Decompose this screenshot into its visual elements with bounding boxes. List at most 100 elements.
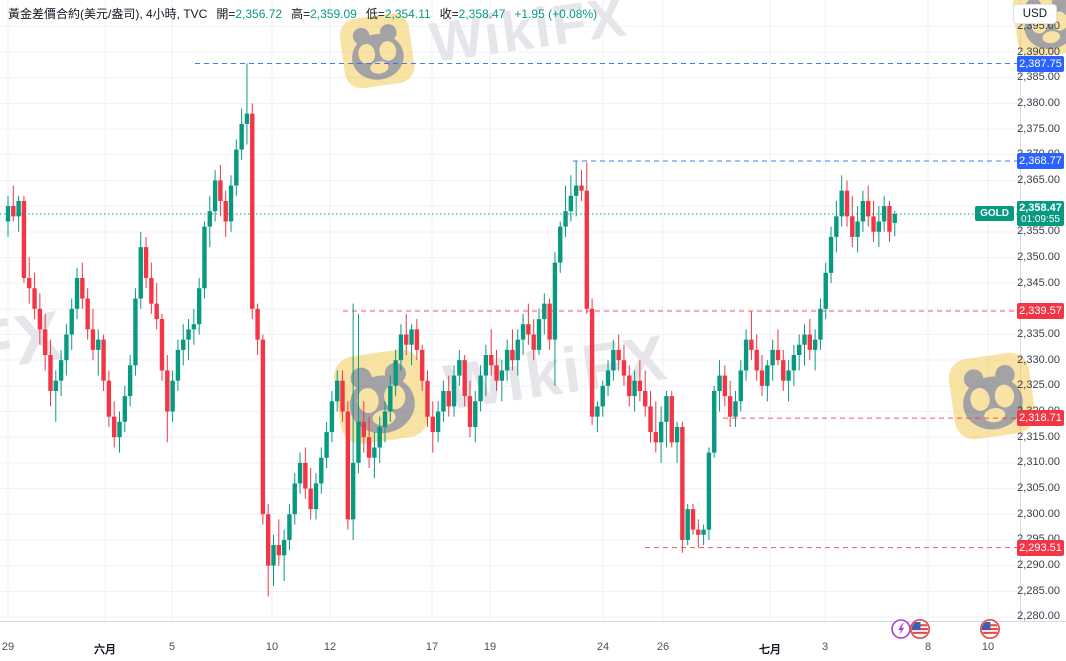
candle — [281, 539, 287, 556]
candle — [350, 462, 356, 520]
change-value: +1.95 (+0.08%) — [514, 7, 598, 21]
candle — [510, 349, 515, 361]
candle — [165, 370, 170, 412]
candle — [627, 375, 632, 397]
candle — [489, 355, 494, 366]
candle — [441, 390, 446, 412]
candle — [802, 334, 807, 345]
candle — [749, 339, 754, 350]
candle — [526, 324, 531, 335]
time-axis-label: 12 — [323, 641, 337, 653]
candle — [531, 334, 536, 350]
candles — [5, 63, 897, 597]
time-axis-label: 8 — [924, 641, 932, 653]
candle — [154, 303, 159, 320]
candle — [584, 190, 589, 309]
high-value: 高=2,359.09 — [291, 7, 357, 21]
candle — [48, 355, 53, 391]
candle — [478, 375, 483, 402]
candle — [175, 349, 181, 381]
price-axis-label: 2,305.00 — [1017, 482, 1060, 495]
open-value: 開=2,356.72 — [216, 7, 283, 21]
candle — [207, 211, 212, 227]
candle — [292, 483, 297, 515]
candle — [313, 483, 319, 510]
candle — [701, 529, 706, 535]
candle — [876, 221, 882, 232]
candle — [329, 401, 335, 433]
candle — [287, 514, 292, 540]
currency-button[interactable]: USD — [1012, 4, 1057, 24]
candle — [425, 380, 430, 417]
candle — [430, 416, 435, 433]
economic-event-lightning-icon[interactable] — [890, 618, 912, 640]
time-axis-label: 29 — [1, 641, 15, 653]
time-axis-label: 17 — [425, 641, 439, 653]
candle — [276, 545, 282, 556]
candle — [680, 426, 685, 540]
price-axis-label: 2,290.00 — [1017, 559, 1060, 572]
candle — [589, 308, 595, 417]
candle — [223, 200, 228, 222]
candle — [11, 206, 16, 217]
candle — [58, 360, 64, 381]
economic-event-us-flag-icon[interactable] — [909, 618, 931, 640]
price-axis-label: 2,325.00 — [1017, 379, 1060, 392]
price-axis-label: 2,385.00 — [1017, 71, 1060, 84]
candle — [600, 385, 605, 407]
price-axis[interactable]: GOLD 2,358.47 01:09:55 2,395.00 2,390.00 2… — [975, 0, 1066, 622]
candle — [265, 514, 271, 566]
current-price-box: 2,358.47 01:09:55 — [1017, 200, 1064, 226]
candle — [573, 185, 579, 196]
candle — [414, 329, 420, 350]
candle — [388, 385, 393, 412]
candle — [234, 149, 239, 186]
price-level-chip: 2,318.71 — [1017, 410, 1064, 427]
candle — [377, 426, 382, 448]
candle — [796, 344, 802, 356]
candle — [892, 213, 897, 223]
candle — [648, 406, 653, 433]
candle — [850, 216, 855, 237]
economic-event-us-flag-icon[interactable] — [979, 618, 1001, 640]
candle — [866, 200, 871, 217]
candle — [727, 396, 733, 417]
candle — [419, 349, 425, 381]
candle — [775, 349, 781, 361]
candle — [823, 272, 828, 309]
time-axis-label: 3 — [821, 641, 829, 653]
low-value: 低=2,354.11 — [365, 7, 431, 21]
candle — [568, 195, 574, 212]
time-axis[interactable]: 29 六月 5 10 12 17 19 24 26 七月 3 8 10 — [0, 621, 1066, 661]
candle — [122, 396, 128, 422]
time-axis-label: 七月 — [759, 644, 781, 656]
candle — [143, 247, 149, 278]
candle — [621, 360, 627, 376]
candle — [451, 375, 457, 407]
candle — [85, 298, 90, 330]
candle — [393, 360, 398, 386]
candle — [260, 339, 266, 515]
symbol-title[interactable]: 黃金差價合約(美元/盎司), 4小時, TVC — [8, 7, 208, 21]
price-axis-label: 2,315.00 — [1017, 430, 1060, 443]
candle — [733, 401, 738, 417]
candle — [643, 390, 648, 407]
candle — [16, 200, 21, 217]
price-axis-label: 2,330.00 — [1017, 353, 1060, 366]
candle — [133, 298, 138, 366]
candle — [504, 349, 510, 371]
candle — [53, 380, 58, 391]
candle — [722, 375, 728, 397]
price-axis-label: 2,375.00 — [1017, 122, 1060, 135]
candle — [696, 529, 701, 535]
candle — [515, 339, 520, 361]
candle — [536, 319, 542, 350]
candle — [605, 370, 611, 386]
candle — [547, 303, 552, 340]
price-level-chip: 2,368.77 — [1017, 153, 1064, 170]
candle — [595, 406, 600, 417]
current-price-label: GOLD 2,358.47 01:09:55 — [975, 200, 1064, 226]
candle — [69, 308, 74, 335]
